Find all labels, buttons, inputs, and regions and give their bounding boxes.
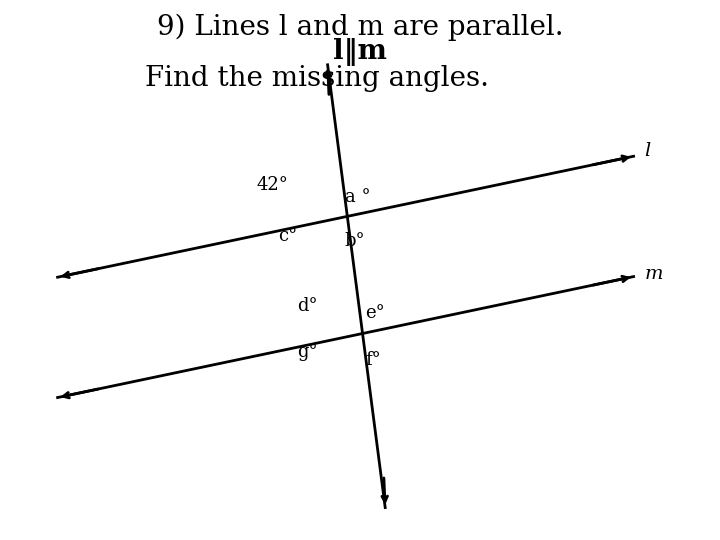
- Text: 42°: 42°: [257, 177, 289, 194]
- Text: l: l: [644, 142, 651, 160]
- Text: g°: g°: [297, 343, 318, 361]
- Text: m: m: [644, 265, 663, 283]
- Text: e°: e°: [365, 304, 384, 322]
- Text: d°: d°: [297, 298, 318, 315]
- Text: Find the missing angles.: Find the missing angles.: [145, 65, 489, 92]
- Text: a °: a °: [345, 188, 371, 206]
- Text: b°: b°: [345, 232, 366, 249]
- Text: l‖m: l‖m: [333, 38, 387, 66]
- Text: 9) Lines l and m are parallel.: 9) Lines l and m are parallel.: [157, 14, 563, 41]
- Text: f°: f°: [365, 351, 381, 369]
- Text: c°: c°: [278, 227, 297, 245]
